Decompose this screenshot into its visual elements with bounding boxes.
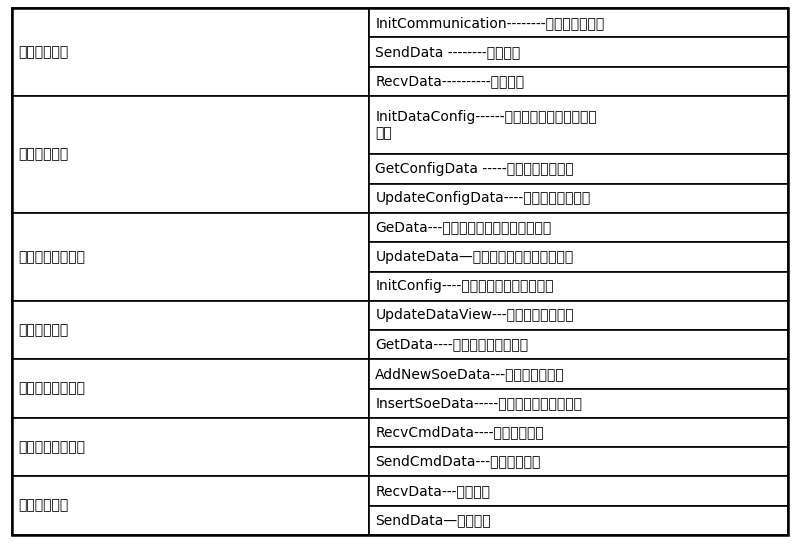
Text: InsertSoeData-----历史信息添加到数据库: InsertSoeData-----历史信息添加到数据库 [375,396,582,410]
Polygon shape [12,8,369,96]
Text: 通信管理模块: 通信管理模块 [18,45,69,59]
Polygon shape [12,359,369,418]
Text: 实时数据处理模块: 实时数据处理模块 [18,250,86,264]
Polygon shape [12,213,369,301]
Polygon shape [369,96,788,154]
Text: InitDataConfig------根据外部输入初始化配置: InitDataConfig------根据外部输入初始化配置 [375,110,597,124]
Text: RecvCmdData----接受控制命令: RecvCmdData----接受控制命令 [375,425,544,439]
Polygon shape [369,184,788,213]
Text: SendData—发送数据: SendData—发送数据 [375,513,491,527]
Text: GetConfigData -----得到指定配置信息: GetConfigData -----得到指定配置信息 [375,162,574,176]
Polygon shape [369,359,788,389]
Polygon shape [369,8,788,37]
Text: 辅助功能模块: 辅助功能模块 [18,498,69,513]
Polygon shape [369,154,788,184]
Text: 控制功能管理模块: 控制功能管理模块 [18,440,86,454]
Polygon shape [369,242,788,272]
Text: UpdateDataView---更新界面数据显示: UpdateDataView---更新界面数据显示 [375,308,574,323]
Text: 历史数据管理模块: 历史数据管理模块 [18,382,86,395]
Polygon shape [369,37,788,67]
Text: GetData----从其他模块获得数据: GetData----从其他模块获得数据 [375,338,529,352]
Polygon shape [369,272,788,301]
Text: InitCommunication--------初始化通信模块: InitCommunication--------初始化通信模块 [375,16,605,30]
Text: 信息: 信息 [375,127,392,141]
Polygon shape [369,447,788,476]
Text: GeData---从实时数据处理模块获得数据: GeData---从实时数据处理模块获得数据 [375,220,552,235]
Text: RecvData----------接收数据: RecvData----------接收数据 [375,74,525,89]
Polygon shape [369,67,788,96]
Polygon shape [369,213,788,242]
Text: RecvData---接收数据: RecvData---接收数据 [375,484,490,498]
Text: 界面管理模块: 界面管理模块 [18,323,69,337]
Text: InitConfig----初始化实时数据处理模块: InitConfig----初始化实时数据处理模块 [375,279,554,293]
Polygon shape [369,418,788,447]
Text: UpdateData—更新实时数据处理模块数据: UpdateData—更新实时数据处理模块数据 [375,250,574,264]
Text: SendData --------发送数据: SendData --------发送数据 [375,45,521,59]
Polygon shape [369,330,788,359]
Text: 配置信息模块: 配置信息模块 [18,148,69,161]
Text: UpdateConfigData----更新指定配置信息: UpdateConfigData----更新指定配置信息 [375,191,590,205]
Polygon shape [12,476,369,535]
Text: AddNewSoeData---添加新历史信息: AddNewSoeData---添加新历史信息 [375,367,565,381]
Polygon shape [12,418,369,476]
Polygon shape [12,301,369,359]
Polygon shape [369,506,788,535]
Text: SendCmdData---发送控制命令: SendCmdData---发送控制命令 [375,454,541,469]
Polygon shape [12,96,369,213]
Polygon shape [369,476,788,506]
Polygon shape [369,301,788,330]
Polygon shape [369,389,788,418]
